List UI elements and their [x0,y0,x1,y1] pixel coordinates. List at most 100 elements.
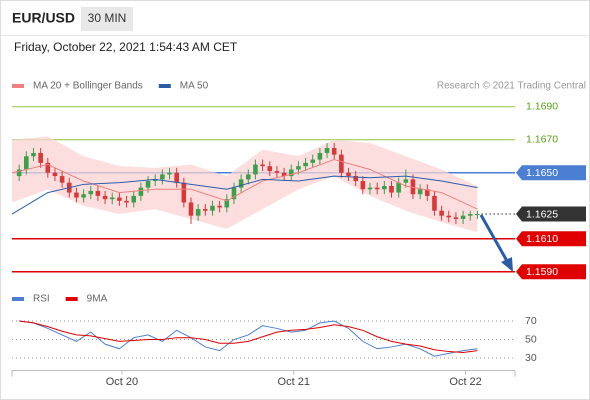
level-tag [516,165,586,181]
y-tick-label: 70 [525,315,537,327]
indicator-line [19,320,478,353]
candle-body [382,185,387,190]
candle-body [74,192,79,198]
legend-label: MA 20 + Bollinger Bands [33,81,143,92]
candle-body [339,154,344,173]
x-tick-label: Oct 20 [106,376,138,388]
x-tick-label: Oct 21 [278,376,310,388]
legend-label: MA 50 [180,81,209,92]
forecast-arrow-head [501,257,513,272]
candle-body [274,171,280,173]
candle-body [174,172,179,183]
candle-body [374,187,380,190]
level-label: 1.1690 [526,101,558,113]
timeframe-badge [81,7,133,31]
level-label: 1.1625 [526,208,558,220]
ma-line [11,175,478,215]
candle-body [131,195,137,203]
candle-body [16,169,22,177]
candle-body [303,162,308,167]
candle-body [38,152,43,163]
candle-body [360,181,366,190]
candle-body [296,166,301,170]
candle-body [145,181,151,188]
candle-body [446,215,452,218]
level-tag [516,231,586,247]
candle-body [439,210,444,216]
candle-body [31,152,36,157]
candle-body [231,187,237,200]
candle-body [281,172,287,177]
candle-body [424,189,430,196]
candle-body [253,164,258,175]
candle-body [181,182,187,203]
candle-body [81,194,86,198]
candle-body [324,148,330,153]
legend-swatch [65,297,78,301]
candle-body [238,179,244,188]
candle-body [160,174,165,180]
candle-body [152,179,158,182]
symbol: EUR/USD [12,10,75,26]
indicator-line [19,320,478,357]
candle-body [195,209,201,216]
level-label: 1.1670 [526,134,558,146]
candle-body [224,199,230,208]
y-tick-label: 30 [525,352,537,364]
candle-body [467,214,473,216]
source: Research © 2021 Trading Central [437,81,586,92]
candle-body [346,172,351,177]
level-label: 1.1590 [526,266,558,278]
candle-body [417,189,423,195]
legend-swatch [12,297,24,301]
candle-body [267,166,273,172]
candle-body [288,169,294,177]
candle-body [59,176,65,183]
candle-body [317,152,323,160]
level-label: 1.1650 [526,167,558,179]
candle-body [203,209,208,211]
candle-body [210,205,215,211]
candle-body [45,162,51,173]
legend-label: RSI [33,294,50,305]
level-label: 1.1610 [526,233,558,245]
candle-body [124,200,129,203]
candle-body [453,217,459,219]
candle-body [475,214,480,216]
x-tick-label: Oct 22 [449,376,481,388]
candle-body [403,179,409,183]
candle-body [138,187,144,196]
candle-body [188,202,194,216]
level-tag [516,264,586,280]
candle-body [109,197,115,200]
candle-body [117,197,122,201]
candle-body [167,172,172,175]
rsi-chart: RSI 9MA 30 50 70 Oct 20 Oct 21 Oct 22 [11,294,537,388]
candle-body [24,156,29,170]
candle-body [102,195,108,200]
candle-body [353,176,358,182]
candle-body [52,172,58,177]
candle-body [95,190,101,196]
y-tick-label: 50 [525,333,537,345]
level-tag [516,206,586,222]
candle-body [460,215,466,219]
price-chart: MA 20 + Bollinger Bands MA 50 1.1690 1.1670… [11,81,586,280]
candle-body [245,174,251,180]
candle-body [389,185,394,193]
candle-body [217,205,222,208]
timeframe: 30 MIN [88,11,127,25]
candle-body [396,182,401,193]
candle-body [260,164,265,167]
legend-swatch [12,84,24,88]
candle-body [331,148,337,155]
candle-body [367,187,373,190]
date: Friday, October 22, 2021 1:54:43 AM CET [14,40,238,54]
legend-swatch [158,84,171,88]
candle-body [88,190,94,195]
legend-label: 9MA [87,294,108,305]
ma-line [11,159,478,210]
candle-body [310,159,316,163]
